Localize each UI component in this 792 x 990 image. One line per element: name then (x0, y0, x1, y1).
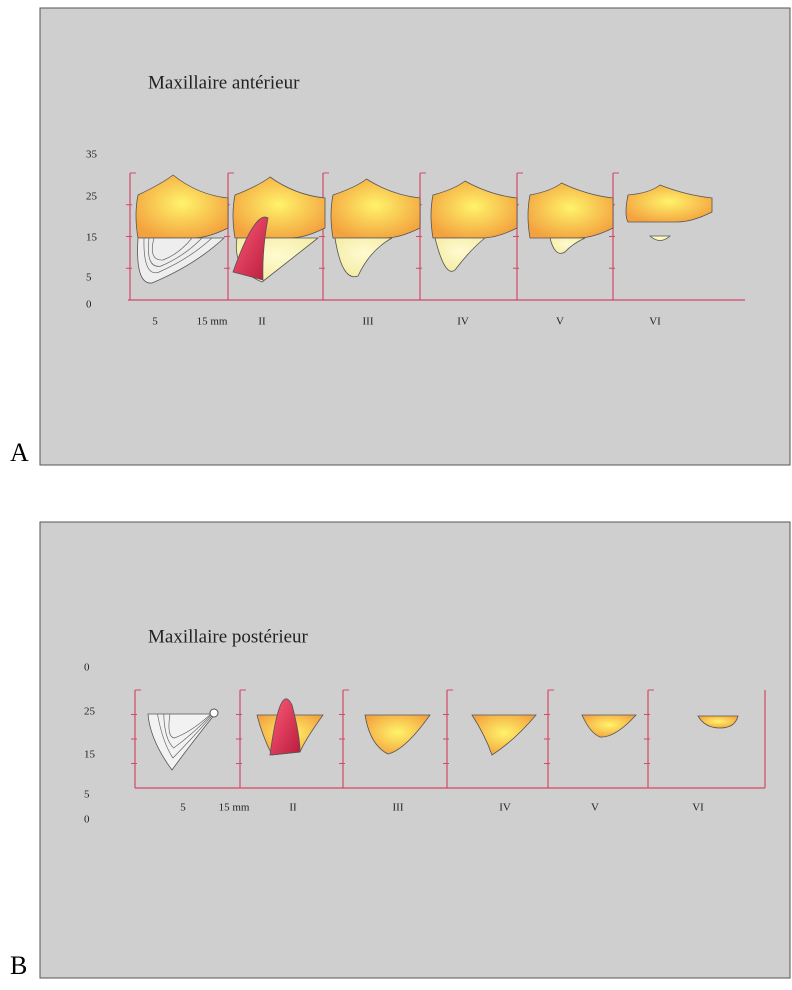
panel-label: B (10, 951, 27, 980)
contour (143, 237, 213, 274)
bone-cortical (364, 714, 431, 755)
bone-trabecular (648, 235, 672, 241)
panel-label: A (10, 438, 29, 467)
bone-trabecular (434, 237, 487, 272)
contour (168, 713, 212, 739)
bone-cortical (330, 178, 421, 239)
x-axis-label: IV (499, 802, 511, 814)
x-axis-label: 5 (180, 802, 186, 814)
bone-cortical (527, 182, 614, 239)
y-axis-label: 5 (86, 272, 92, 284)
x-axis-label: VI (649, 316, 661, 328)
panel-title: Maxillaire antérieur (148, 72, 300, 93)
bone-cortical (625, 184, 713, 223)
marker (209, 708, 219, 718)
x-axis-label: III (363, 316, 374, 328)
x-axis-label: II (289, 802, 297, 814)
y-axis-label: 5 (84, 789, 90, 801)
x-axis-label: V (591, 802, 599, 814)
y-axis-label: 25 (86, 191, 98, 203)
bone-cortical (430, 180, 518, 239)
bone-trabecular (549, 237, 586, 254)
y-axis-label: 0 (86, 299, 92, 311)
x-axis-label: V (556, 316, 564, 328)
bone-cortical (135, 174, 229, 239)
bone-cortical (697, 715, 739, 729)
bone-cortical (471, 714, 537, 756)
contour (151, 237, 193, 261)
y-axis-label: 15 (84, 749, 96, 761)
implant (269, 698, 301, 756)
y-axis-label: 0 (84, 662, 90, 674)
bone-trabecular (334, 237, 393, 278)
contour (163, 713, 213, 749)
x-axis-label: IV (457, 316, 469, 328)
x-axis-label: 5 (152, 316, 158, 328)
x-axis-label: 15 mm (219, 802, 250, 814)
bone-cortical (581, 714, 637, 738)
implant (232, 216, 269, 281)
panel-title: Maxillaire postérieur (148, 626, 309, 647)
diagram-shapes (126, 172, 766, 789)
contour (148, 237, 203, 267)
x-axis-label: III (393, 802, 404, 814)
x-axis-label: 15 mm (197, 316, 228, 328)
y-axis-label: 0 (84, 814, 90, 826)
contour (157, 713, 214, 759)
y-axis-label: 25 (84, 706, 96, 718)
x-axis-label: II (258, 316, 266, 328)
panel-b (39, 521, 791, 979)
y-axis-label: 15 (86, 232, 98, 244)
x-axis-label: VI (692, 802, 704, 814)
y-axis-label: 35 (86, 149, 98, 161)
